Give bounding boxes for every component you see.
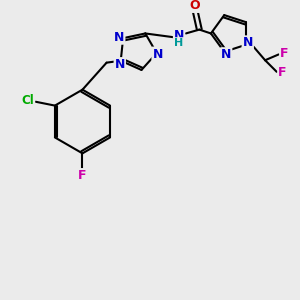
Text: F: F bbox=[78, 169, 87, 182]
Text: N: N bbox=[243, 36, 253, 50]
Text: F: F bbox=[280, 47, 289, 60]
Text: Cl: Cl bbox=[22, 94, 34, 107]
Text: N: N bbox=[152, 48, 163, 61]
Text: O: O bbox=[189, 0, 200, 12]
Text: N: N bbox=[115, 58, 125, 71]
Text: N: N bbox=[114, 31, 124, 44]
Text: N: N bbox=[174, 29, 184, 42]
Text: H: H bbox=[174, 38, 184, 48]
Text: F: F bbox=[278, 66, 287, 79]
Text: N: N bbox=[221, 48, 231, 61]
